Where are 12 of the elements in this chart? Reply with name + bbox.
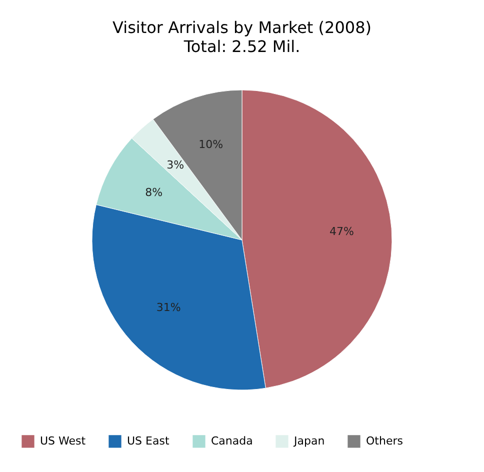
chart-subtitle: Total: 2.52 Mil. (182, 37, 300, 56)
chart-title: Visitor Arrivals by Market (2008) (112, 18, 372, 37)
data-label: 10% (198, 138, 224, 151)
data-label: 31% (156, 300, 181, 314)
legend-label: US West (40, 434, 86, 448)
legend-label: Others (366, 434, 404, 448)
data-label: 47% (329, 225, 354, 238)
legend-label: Japan (293, 434, 325, 448)
data-label: 3% (166, 158, 184, 172)
data-label: 8% (145, 186, 163, 199)
legend-label: US East (127, 434, 170, 448)
legend-label: Canada (211, 434, 253, 448)
